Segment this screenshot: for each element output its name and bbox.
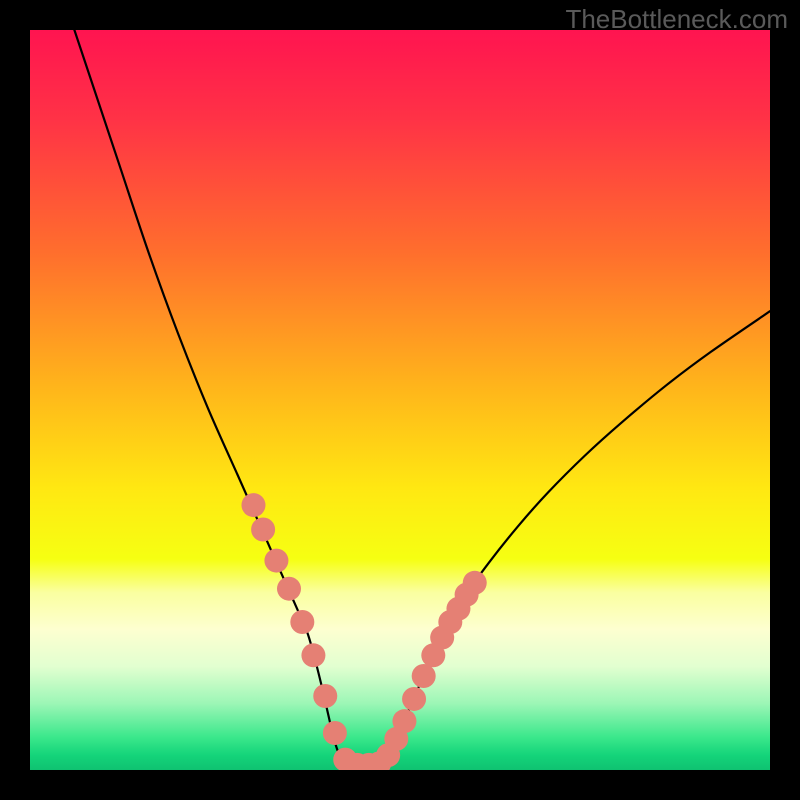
curve-marker: [251, 518, 275, 542]
curve-marker: [301, 643, 325, 667]
curve-marker: [290, 610, 314, 634]
curve-marker: [463, 571, 487, 595]
watermark-text: TheBottleneck.com: [565, 4, 788, 35]
curve-marker: [277, 577, 301, 601]
chart-svg: [0, 0, 800, 800]
curve-marker: [402, 687, 426, 711]
curve-marker: [241, 493, 265, 517]
curve-marker: [313, 684, 337, 708]
curve-marker: [264, 549, 288, 573]
curve-marker: [412, 664, 436, 688]
curve-marker: [392, 709, 416, 733]
chart-stage: TheBottleneck.com: [0, 0, 800, 800]
plot-background: [30, 30, 770, 770]
curve-marker: [323, 721, 347, 745]
